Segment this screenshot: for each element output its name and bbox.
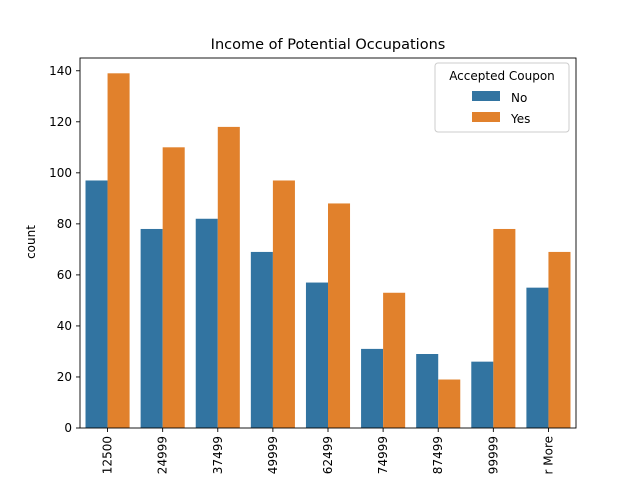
plot-frame — [79, 57, 577, 429]
y-tick-label: 120 — [49, 115, 72, 129]
bar-no-5 — [361, 348, 384, 428]
x-tick-label: r More — [541, 436, 555, 475]
bar-yes-0 — [107, 73, 130, 428]
bar-no-0 — [85, 180, 108, 428]
y-tick-label: 140 — [49, 64, 72, 78]
y-tick-label: 80 — [57, 217, 72, 231]
bar-yes-7 — [493, 228, 516, 428]
x-tick-label: 24999 — [156, 436, 170, 474]
chart-title: Income of Potential Occupations — [211, 37, 446, 53]
x-tick-label: 74999 — [376, 436, 390, 474]
x-tick-label: 62499 — [321, 436, 335, 474]
bar-yes-6 — [438, 379, 461, 428]
legend: Accepted Coupon No Yes — [434, 62, 570, 133]
legend-swatch-yes — [472, 112, 500, 122]
y-axis-label: count — [24, 225, 38, 259]
y-tick-label: 100 — [49, 166, 72, 180]
legend-box — [434, 62, 570, 133]
bar-no-3 — [250, 251, 273, 428]
bar-no-7 — [471, 361, 494, 428]
legend-label-no: No — [511, 91, 527, 105]
y-tick-label: 40 — [57, 319, 72, 333]
y-tick-label: 20 — [57, 370, 72, 384]
x-axis: 12500 24999 37499 49999 62499 74999 87499 99999… — [101, 428, 555, 475]
bar-no-2 — [195, 218, 218, 428]
bar-yes-3 — [272, 180, 295, 428]
y-tick-label: 60 — [57, 268, 72, 282]
x-tick-label: 99999 — [486, 436, 500, 474]
bar-no-4 — [305, 282, 328, 428]
legend-swatch-no — [472, 91, 500, 101]
bar-yes-8 — [548, 251, 571, 428]
legend-title: Accepted Coupon — [449, 69, 555, 83]
bar-no-6 — [416, 354, 439, 428]
x-tick-label: 49999 — [266, 436, 280, 474]
legend-label-yes: Yes — [510, 112, 530, 126]
bar-yes-5 — [383, 292, 406, 428]
x-tick-label: 12500 — [101, 436, 115, 474]
bar-yes-1 — [162, 147, 185, 428]
x-tick-label: 37499 — [211, 436, 225, 474]
bars-layer — [85, 73, 571, 429]
x-tick-label: 87499 — [431, 436, 445, 474]
y-tick-label: 0 — [64, 421, 72, 435]
y-axis: 0 20 40 60 80 100 120 140 — [49, 64, 80, 435]
bar-yes-2 — [217, 126, 240, 429]
bar-no-1 — [140, 228, 163, 428]
bar-yes-4 — [328, 203, 351, 428]
bar-no-8 — [526, 287, 549, 428]
